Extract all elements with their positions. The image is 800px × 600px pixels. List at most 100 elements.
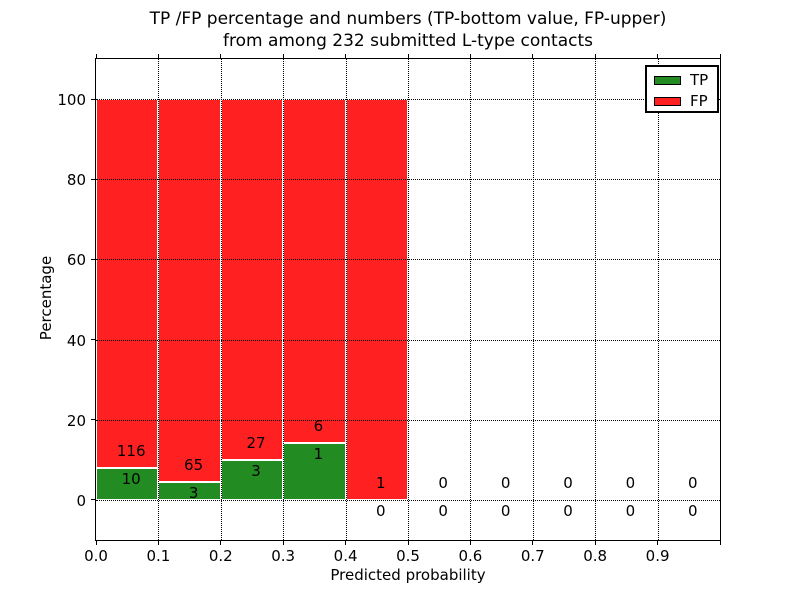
- x-tick-mark: [532, 540, 534, 545]
- fp-count-label: 0: [688, 473, 698, 492]
- annotations-layer: 116 10 65 3 27 3 6 1 1 0 0 0 0 0 0 0 0 0 0 0: [96, 59, 720, 540]
- x-tick-mark-top: [282, 54, 284, 59]
- x-tick-mark-top: [345, 54, 347, 59]
- y-tick-mark: [91, 178, 96, 180]
- tp-count-label: 10: [121, 470, 141, 489]
- x-tick-mark: [345, 540, 347, 545]
- x-tick-mark: [657, 540, 659, 545]
- x-tick-label: 0.5: [396, 547, 420, 565]
- bars-layer: [96, 59, 720, 540]
- horizontal-gridline: [96, 259, 720, 261]
- x-tick-mark-top: [95, 54, 97, 59]
- fp-count-label: 116: [116, 442, 146, 461]
- x-tick-label: 0.6: [458, 547, 483, 565]
- x-tick-mark: [157, 540, 159, 545]
- tp-bar-segment: [283, 442, 346, 500]
- y-tick-label: 0: [76, 491, 86, 510]
- x-tick-label: 0.3: [271, 547, 296, 565]
- y-tick-label: 40: [66, 331, 86, 350]
- y-tick-label: 20: [66, 411, 86, 430]
- chart-title-line1: TP /FP percentage and numbers (TP-bottom…: [149, 9, 667, 29]
- horizontal-gridline: [96, 179, 720, 181]
- x-tick-mark: [95, 540, 97, 545]
- x-tick-mark-top: [220, 54, 222, 59]
- vertical-gridline: [657, 59, 659, 540]
- tp-count-label: 0: [500, 501, 511, 520]
- tp-count-label: 0: [438, 501, 448, 520]
- fp-bar-segment: [96, 99, 159, 469]
- x-tick-mark-top: [157, 54, 159, 59]
- x-tick-label: 0.0: [84, 547, 108, 565]
- x-tick-label: 0.4: [333, 547, 358, 565]
- legend-item-fp: FP: [647, 90, 717, 111]
- tp-bar-segment: [96, 468, 159, 500]
- fp-count-label: 1: [376, 473, 386, 492]
- vertical-gridline: [283, 59, 285, 540]
- x-tick-label: 0.1: [146, 547, 171, 565]
- vertical-gridline: [532, 59, 534, 540]
- x-tick-mark-top: [407, 54, 409, 59]
- x-tick-mark-top: [532, 54, 534, 59]
- vertical-gridline: [220, 59, 222, 540]
- y-tick-mark: [91, 258, 96, 260]
- x-tick-label: 0.7: [520, 547, 545, 565]
- tp-count-label: 0: [625, 501, 636, 520]
- x-tick-label: 0.9: [645, 547, 670, 565]
- fp-count-label: 65: [184, 456, 204, 475]
- y-tick-label: 100: [57, 91, 86, 110]
- x-tick-label: 0.8: [583, 547, 608, 565]
- fp-color-swatch: [654, 96, 681, 106]
- x-tick-mark: [282, 540, 284, 545]
- legend-label-fp: FP: [690, 91, 708, 110]
- y-tick-mark: [91, 339, 96, 341]
- horizontal-gridline: [96, 419, 720, 421]
- vertical-gridline: [595, 59, 597, 540]
- plot-area: 116 10 65 3 27 3 6 1 1 0 0 0 0 0 0 0 0 0 0 0 0.0 0.1 0.2 0.3 0.…: [57, 54, 721, 565]
- x-tick-mark: [407, 540, 409, 545]
- fp-count-label: 6: [313, 416, 324, 435]
- fp-count-label: 0: [563, 473, 573, 492]
- y-tick-label: 60: [66, 251, 86, 270]
- tp-count-label: 0: [376, 501, 386, 520]
- x-tick-label: 0.2: [208, 547, 233, 565]
- legend-item-tp: TP: [647, 67, 717, 90]
- x-tick-mark-top: [469, 54, 471, 59]
- vertical-gridline: [345, 59, 347, 540]
- chart-title: TP /FP percentage and numbers (TP-bottom…: [96, 8, 720, 52]
- tp-count-label: 0: [688, 501, 698, 520]
- tp-color-swatch: [654, 75, 681, 85]
- x-tick-mark: [594, 540, 596, 545]
- y-tick-label: 80: [66, 171, 86, 190]
- vertical-gridline: [470, 59, 472, 540]
- legend: TP FP: [645, 65, 719, 113]
- fp-count-label: 0: [625, 473, 636, 492]
- vertical-gridline: [158, 59, 160, 540]
- x-tick-mark-top: [594, 54, 596, 59]
- vertical-gridline: [408, 59, 409, 540]
- tick-labels-layer: 0.0 0.1 0.2 0.3 0.4 0.5 0.6 0.7 0.8 0.9 0 20 40 60 80 1…: [57, 59, 720, 565]
- x-tick-mark: [719, 540, 721, 545]
- x-tick-mark-top: [719, 54, 721, 59]
- tp-count-label: 3: [251, 461, 261, 480]
- chart-title-line2: from among 232 submitted L-type contacts: [222, 31, 593, 51]
- horizontal-gridline: [96, 339, 720, 341]
- y-tick-mark: [91, 499, 96, 501]
- y-tick-mark: [91, 98, 96, 100]
- x-tick-mark: [469, 540, 471, 545]
- ticks-layer: [91, 54, 721, 545]
- tp-count-label: 1: [313, 444, 324, 463]
- horizontal-gridline: [96, 499, 720, 501]
- x-tick-mark: [220, 540, 222, 545]
- x-axis-label: Predicted probability: [330, 566, 486, 584]
- horizontal-gridline: [96, 99, 720, 101]
- y-tick-mark: [91, 419, 96, 421]
- tp-count-label: 0: [563, 501, 573, 520]
- tp-count-label: 3: [188, 484, 199, 503]
- grid-layer: [96, 59, 720, 540]
- x-tick-mark-top: [657, 54, 659, 59]
- fp-count-label: 27: [246, 433, 266, 452]
- fp-count-label: 0: [438, 473, 448, 492]
- fp-count-label: 0: [500, 473, 511, 492]
- legend-label-tp: TP: [690, 70, 709, 89]
